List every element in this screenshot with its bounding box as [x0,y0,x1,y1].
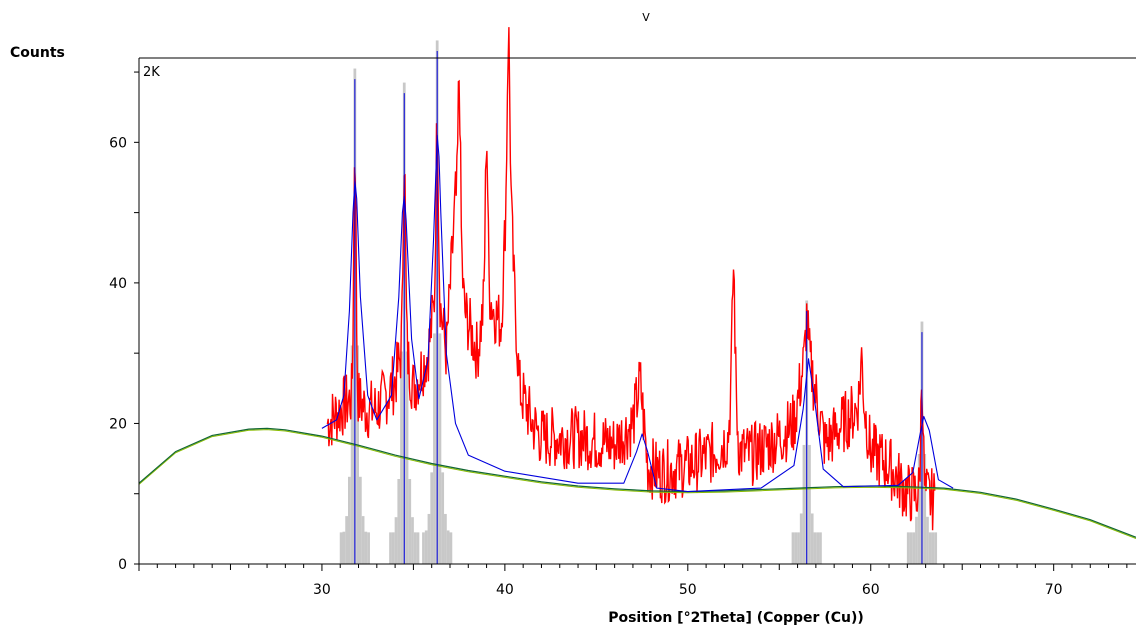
reference-bar [438,333,442,564]
plot-area [139,27,1136,564]
calculated-profile-line [321,134,954,493]
reference-bar [364,531,368,564]
reference-bar [816,532,820,564]
reference-bar [915,516,918,564]
x-axis-label: Position [°2Theta] (Copper (Cu)) [608,610,864,626]
reference-bar [356,345,359,564]
reference-bar [394,517,398,564]
x-tick-label: 50 [679,582,697,598]
reference-bar [397,479,401,564]
reference-bar [348,476,351,564]
background-curve [139,427,1136,538]
chart-title: V [642,11,650,24]
reference-bar [917,453,921,564]
corner-label: 2K [143,65,160,80]
reference-bar [339,532,343,564]
reference-bar [358,476,362,564]
reference-bar [819,532,822,564]
reference-bar [808,444,811,564]
reference-bar [928,532,932,564]
reference-bar [797,532,800,564]
y-tick-label: 40 [109,276,127,292]
reference-bar [912,532,916,564]
reference-bar [441,472,445,564]
reference-bar [389,532,392,564]
x-tick-label: 60 [862,582,880,598]
reference-bar [444,513,447,564]
reference-bar [411,517,414,564]
y-axis-label: Counts [10,45,65,61]
reference-bar [813,532,817,564]
reference-bar [413,532,417,564]
x-tick-label: 30 [313,582,331,598]
reference-bar [802,444,806,564]
y-tick-label: 20 [109,416,127,432]
reference-bar [350,345,354,564]
y-tick-label: 60 [109,135,127,151]
measured-pattern-line [326,27,936,531]
x-tick-label: 70 [1045,582,1063,598]
reference-bar [367,532,370,564]
reference-bar [791,532,795,564]
reference-bar [433,333,436,564]
reference-bar [909,532,913,564]
reference-bar [345,516,349,564]
reference-bar [430,472,434,564]
reference-bar [794,532,798,564]
reference-bar [424,530,428,564]
reference-bar [799,513,803,564]
reference-bar [810,513,814,564]
reference-bar [931,532,935,564]
reference-bar [906,532,910,564]
reference-bar [391,532,395,564]
reference-bar [923,453,927,564]
x-tick-label: 40 [496,582,514,598]
reference-bar [416,532,420,564]
reference-bar [361,516,365,564]
reference-bar [934,532,938,564]
reference-bar [446,530,450,564]
reference-bar [926,516,929,564]
reference-bar [427,513,431,564]
reference-bar [449,532,453,564]
reference-bar [408,479,412,564]
axes: 30 40 50 60 70 0 20 40 60 [109,57,1136,598]
reference-bar [422,532,425,564]
y-tick-label: 0 [118,557,127,573]
reference-bar [342,531,346,564]
background-curve-alt [139,429,1136,539]
